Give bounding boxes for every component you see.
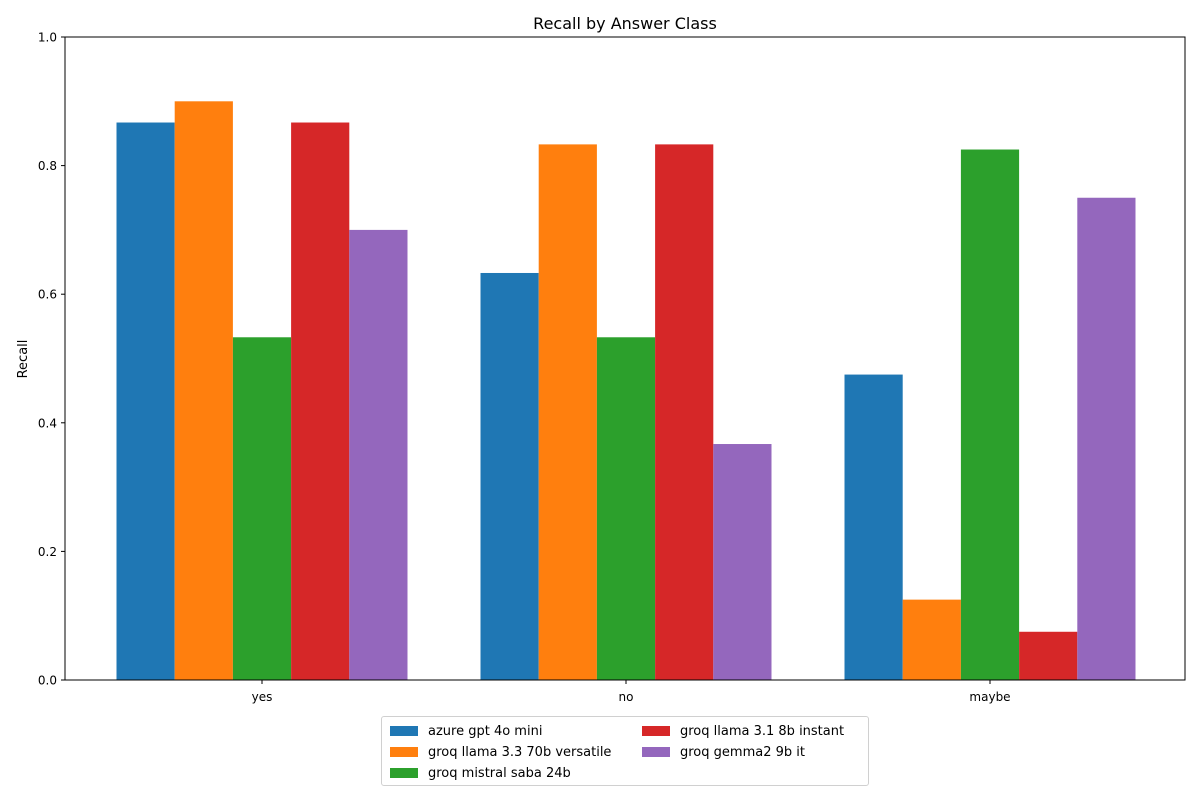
legend-label: groq llama 3.1 8b instant xyxy=(680,723,845,739)
bar-groq-llama-3-3-70b-versatile-yes xyxy=(174,101,233,681)
bar-azure-gpt-4o-mini-maybe xyxy=(844,374,903,680)
legend-swatch xyxy=(390,747,418,757)
bars-group xyxy=(116,101,1136,681)
y-axis-label: Recall xyxy=(16,340,31,379)
y-tick-label: 0.8 xyxy=(38,159,57,173)
bar-groq-mistral-saba-24b-yes xyxy=(232,337,292,680)
legend-label: azure gpt 4o mini xyxy=(428,723,543,739)
legend-label: groq mistral saba 24b xyxy=(428,765,571,781)
bar-groq-gemma2-9b-it-maybe xyxy=(1077,197,1136,680)
legend-swatch xyxy=(390,768,418,778)
bar-groq-gemma2-9b-it-no xyxy=(713,444,772,680)
legend: azure gpt 4o mini groq llama 3.3 70b vers… xyxy=(381,716,869,786)
legend-swatch xyxy=(642,747,670,757)
plot-frame xyxy=(64,36,1186,681)
bar-groq-gemma2-9b-it-yes xyxy=(349,229,408,680)
legend-swatch xyxy=(390,726,418,736)
legend-item-azure-gpt-4o-mini: azure gpt 4o mini xyxy=(390,722,542,740)
x-tick-label-no: no xyxy=(619,690,634,704)
bar-azure-gpt-4o-mini-no xyxy=(480,272,539,680)
x-axis-ticks: yes no maybe xyxy=(252,680,1011,704)
y-axis-ticks: 0.0 0.2 0.4 0.6 0.8 1.0 xyxy=(38,31,65,688)
chart-title: Recall by Answer Class xyxy=(533,14,717,33)
x-tick-label-maybe: maybe xyxy=(969,690,1010,704)
legend-label: groq gemma2 9b it xyxy=(680,744,805,760)
y-tick-label: 0.0 xyxy=(38,674,57,688)
bar-groq-llama-3-1-8b-instant-yes xyxy=(291,122,350,680)
bar-groq-llama-3-3-70b-versatile-no xyxy=(538,144,597,680)
legend-item-groq-mistral-saba-24b: groq mistral saba 24b xyxy=(390,764,571,782)
y-tick-label: 0.6 xyxy=(38,288,57,302)
x-tick-label-yes: yes xyxy=(252,690,273,704)
y-tick-label: 0.4 xyxy=(38,416,57,430)
legend-swatch xyxy=(642,726,670,736)
y-tick-label: 0.2 xyxy=(38,545,57,559)
bar-azure-gpt-4o-mini-yes xyxy=(116,122,175,680)
bar-groq-llama-3-3-70b-versatile-maybe xyxy=(902,599,961,681)
bar-groq-mistral-saba-24b-maybe xyxy=(960,149,1020,680)
bar-groq-mistral-saba-24b-no xyxy=(596,337,656,680)
bar-groq-llama-3-1-8b-instant-maybe xyxy=(1019,631,1078,680)
legend-label: groq llama 3.3 70b versatile xyxy=(428,744,612,760)
bar-groq-llama-3-1-8b-instant-no xyxy=(655,144,714,680)
legend-item-groq-llama-3-3-70b-versatile: groq llama 3.3 70b versatile xyxy=(390,743,611,761)
legend-item-groq-llama-3-1-8b-instant: groq llama 3.1 8b instant xyxy=(642,722,844,740)
legend-item-groq-gemma2-9b-it: groq gemma2 9b it xyxy=(642,743,805,761)
y-tick-label: 1.0 xyxy=(38,31,57,45)
